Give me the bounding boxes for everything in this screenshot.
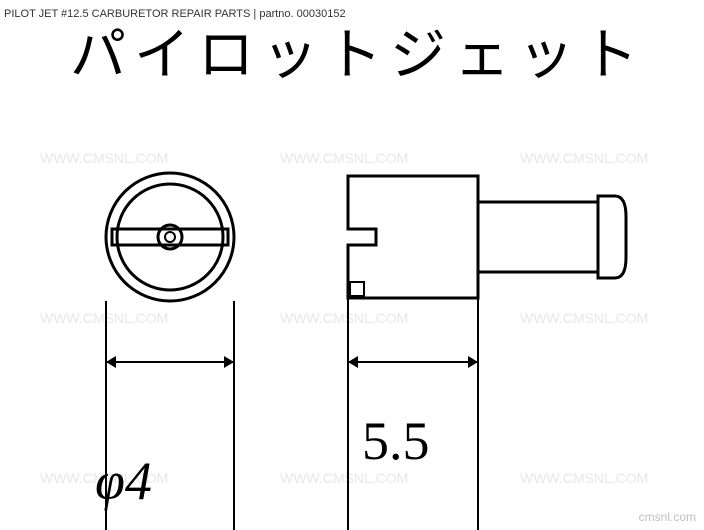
technical-diagram (0, 0, 704, 530)
